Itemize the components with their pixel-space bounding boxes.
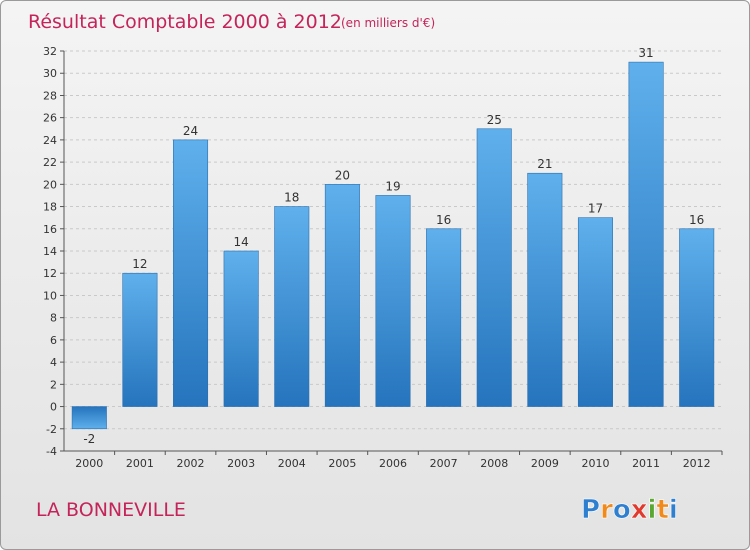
chart-subtitle: (en milliers d'€) — [341, 16, 435, 30]
y-tick-label: -4 — [46, 445, 57, 458]
bar-2000 — [71, 406, 107, 430]
x-tick-label-2010: 2010 — [581, 457, 609, 470]
y-tick-label: 4 — [50, 356, 57, 369]
data-label-2010: 17 — [588, 202, 603, 216]
x-tick-label-2005: 2005 — [328, 457, 356, 470]
bar-2005 — [324, 184, 360, 407]
bar-2009 — [527, 172, 563, 407]
x-tick-label-2002: 2002 — [177, 457, 205, 470]
y-tick-label: 24 — [43, 134, 57, 147]
y-tick-label: 32 — [43, 45, 57, 58]
y-tick-label: 2 — [50, 378, 57, 391]
bar-2010 — [577, 217, 613, 407]
data-label-2007: 16 — [436, 213, 451, 227]
x-tick-label-2007: 2007 — [430, 457, 458, 470]
y-tick-label: 20 — [43, 178, 57, 191]
logo-letter: x — [631, 495, 648, 525]
data-labels: -2 12 24 14 18 20 19 16 25 21 17 31 16 — [83, 46, 704, 446]
logo-letter: P — [581, 495, 600, 525]
data-label-2004: 18 — [284, 191, 299, 205]
data-label-2011: 31 — [638, 46, 653, 60]
y-tick-label: 12 — [43, 267, 57, 280]
x-tick-label-2000: 2000 — [75, 457, 103, 470]
y-tick-label: 30 — [43, 67, 57, 80]
x-tick-label-2003: 2003 — [227, 457, 255, 470]
data-label-2009: 21 — [537, 157, 552, 171]
data-label-2003: 14 — [234, 235, 249, 249]
y-tick-label: 16 — [43, 223, 57, 236]
bar-2012 — [679, 228, 715, 407]
logo-letter: r — [600, 495, 613, 525]
y-tick-label: 8 — [50, 312, 57, 325]
bars — [71, 61, 715, 430]
logo-letter: i — [669, 495, 678, 525]
data-label-2012: 16 — [689, 213, 704, 227]
bar-2004 — [274, 206, 310, 407]
bar-2006 — [375, 195, 411, 407]
y-tick-label: 10 — [43, 289, 57, 302]
data-label-2005: 20 — [335, 168, 350, 182]
x-tick-label-2012: 2012 — [683, 457, 711, 470]
y-tick-label: 0 — [50, 401, 57, 414]
bar-2008 — [476, 128, 512, 407]
chart-title: Résultat Comptable 2000 à 2012 — [28, 11, 342, 33]
y-tick-label: 18 — [43, 201, 57, 214]
bar-2003 — [223, 250, 259, 407]
bar-2002 — [173, 139, 209, 407]
x-tick-label-2009: 2009 — [531, 457, 559, 470]
commune-label: LA BONNEVILLE — [36, 499, 186, 521]
data-label-2001: 12 — [132, 257, 147, 271]
bar-2011 — [628, 61, 664, 407]
bar-2001 — [122, 272, 158, 407]
logo-letter: i — [648, 495, 657, 525]
bar-2007 — [426, 228, 462, 407]
data-label-2000: -2 — [83, 432, 95, 446]
y-tick-label: 14 — [43, 245, 57, 258]
x-tick-label-2008: 2008 — [480, 457, 508, 470]
x-tick-labels: 2000 2001 2002 2003 2004 2005 2006 2007 2008 2009… — [75, 451, 723, 470]
x-tick-label-2006: 2006 — [379, 457, 407, 470]
axes — [63, 51, 722, 452]
x-tick-label-2011: 2011 — [632, 457, 660, 470]
y-tick-label: 28 — [43, 89, 57, 102]
logo-letter: o — [613, 495, 631, 525]
data-label-2002: 24 — [183, 124, 198, 138]
logo-letter: t — [656, 495, 668, 525]
y-tick-label: -2 — [46, 423, 57, 436]
x-tick-label-2001: 2001 — [126, 457, 154, 470]
y-tick-label: 6 — [50, 334, 57, 347]
y-tick-label: 22 — [43, 156, 57, 169]
y-tick-label: 26 — [43, 112, 57, 125]
x-tick-label-2004: 2004 — [278, 457, 306, 470]
data-label-2008: 25 — [487, 113, 502, 127]
proxiti-logo: Proxiti — [581, 495, 678, 525]
data-label-2006: 19 — [385, 179, 400, 193]
